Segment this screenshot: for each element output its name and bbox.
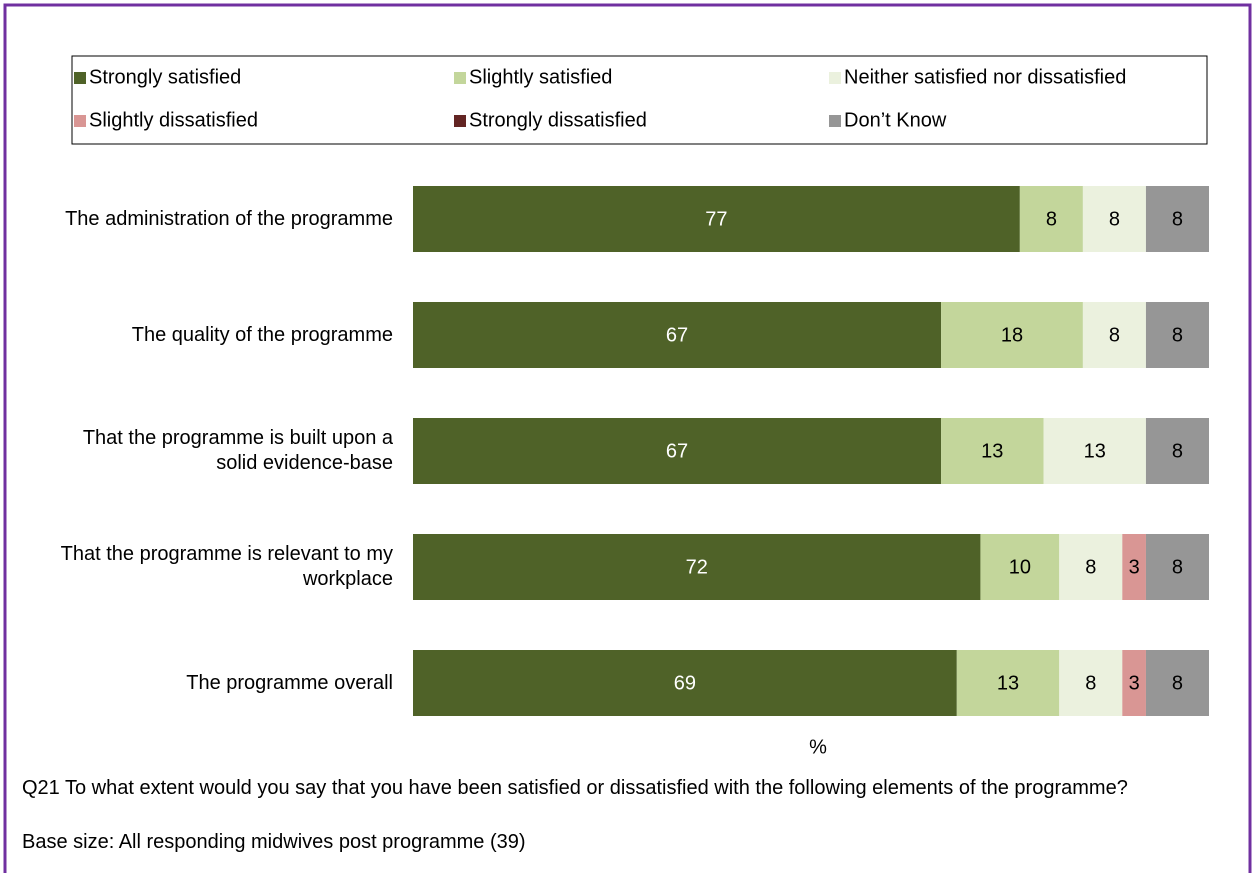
bar-segment bbox=[413, 418, 942, 484]
value-label: 10 bbox=[1009, 556, 1031, 578]
legend-label: Strongly dissatisfied bbox=[469, 109, 647, 131]
value-label: 18 bbox=[1001, 324, 1023, 346]
bar-segment bbox=[1145, 534, 1209, 600]
value-label: 13 bbox=[981, 440, 1003, 462]
legend-swatch bbox=[74, 72, 86, 84]
bar-segment bbox=[1145, 302, 1209, 368]
bar-segment bbox=[1059, 534, 1123, 600]
value-label: 8 bbox=[1109, 324, 1120, 346]
bar-segment bbox=[980, 534, 1060, 600]
legend-swatch bbox=[454, 72, 466, 84]
bar-segment bbox=[413, 650, 957, 716]
legend-label: Neither satisfied nor dissatisfied bbox=[844, 66, 1126, 88]
bar-segment bbox=[941, 418, 1044, 484]
value-label: 13 bbox=[1084, 440, 1106, 462]
value-label: 8 bbox=[1085, 672, 1096, 694]
bar-segment bbox=[1059, 650, 1123, 716]
value-label: 3 bbox=[1129, 672, 1140, 694]
value-label: 8 bbox=[1109, 208, 1120, 230]
legend-swatch bbox=[74, 115, 86, 127]
value-label: 77 bbox=[705, 208, 727, 230]
category-label: The quality of the programme bbox=[131, 323, 393, 346]
value-label: 8 bbox=[1172, 440, 1183, 462]
value-label: 8 bbox=[1085, 556, 1096, 578]
value-label: 72 bbox=[686, 556, 708, 578]
legend-label: Strongly satisfied bbox=[89, 66, 241, 88]
category-label: That the programme is built upon a solid… bbox=[82, 427, 393, 474]
bar-segment bbox=[413, 534, 981, 600]
bar-segment bbox=[1082, 302, 1146, 368]
bar-segment bbox=[1043, 418, 1146, 484]
legend-label: Slightly satisfied bbox=[469, 66, 612, 88]
legend-label: Don’t Know bbox=[844, 109, 947, 131]
category-label: The administration of the programme bbox=[65, 207, 393, 230]
legend-box bbox=[71, 55, 1208, 145]
bar-segment bbox=[1145, 418, 1209, 484]
category-label: The programme overall bbox=[186, 671, 393, 694]
footnote: Base size: All responding midwives post … bbox=[22, 831, 526, 853]
value-label: 67 bbox=[666, 440, 688, 462]
legend-swatch bbox=[829, 115, 841, 127]
value-label: 69 bbox=[674, 672, 696, 694]
value-label: 3 bbox=[1129, 556, 1140, 578]
footnote: Q21 To what extent would you say that yo… bbox=[22, 777, 1128, 799]
bar-segment bbox=[1082, 186, 1146, 252]
value-label: 8 bbox=[1172, 556, 1183, 578]
value-label: 8 bbox=[1172, 324, 1183, 346]
category-label: That the programme is relevant to my wor… bbox=[60, 543, 393, 590]
value-label: 13 bbox=[997, 672, 1019, 694]
legend-label: Slightly dissatisfied bbox=[89, 109, 258, 131]
bar-segment bbox=[1122, 534, 1146, 600]
bar-segment bbox=[413, 302, 942, 368]
legend-swatch bbox=[829, 72, 841, 84]
value-label: 67 bbox=[666, 324, 688, 346]
value-label: 8 bbox=[1172, 672, 1183, 694]
value-label: 8 bbox=[1172, 208, 1183, 230]
frame bbox=[3, 3, 1252, 873]
bar-segment bbox=[956, 650, 1060, 716]
legend-swatch bbox=[454, 115, 466, 127]
bar-segment bbox=[413, 186, 1020, 252]
bar-segment bbox=[1122, 650, 1146, 716]
value-label: 8 bbox=[1046, 208, 1057, 230]
bar-segment bbox=[941, 302, 1083, 368]
bar-segment bbox=[1145, 186, 1209, 252]
bar-segment bbox=[1019, 186, 1083, 252]
x-axis-label: % bbox=[809, 736, 827, 758]
bar-segment bbox=[1145, 650, 1209, 716]
